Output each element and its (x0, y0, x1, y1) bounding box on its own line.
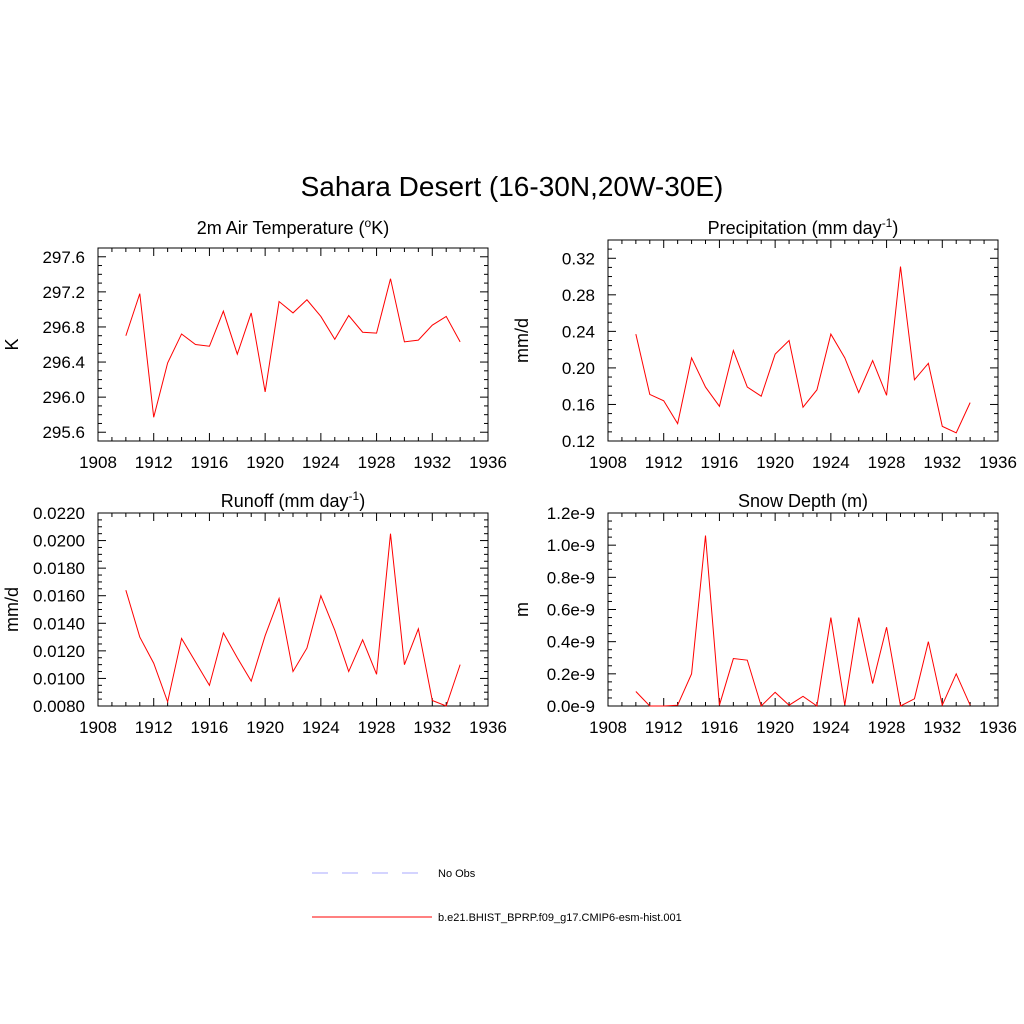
panel-title-text: Precipitation (mm day (708, 218, 882, 238)
y-tick-label: 0.20 (562, 359, 595, 378)
y-tick-label: 0.0200 (33, 532, 85, 551)
legend: No Obs b.e21.BHIST_BPRP.f09_g17.CMIP6-es… (312, 868, 682, 924)
y-tick-label: 0.0100 (33, 669, 85, 688)
y-tick-label: 0.24 (562, 322, 595, 341)
y-tick-label: 296.8 (42, 318, 85, 337)
series-line (125, 278, 461, 418)
panel-title: 2m Air Temperature (oK) (197, 216, 389, 238)
x-tick-label: 1920 (246, 453, 284, 472)
series-line (635, 535, 971, 707)
y-axis-label: m (512, 602, 532, 617)
panel-title-text: Snow Depth (m) (738, 491, 868, 511)
x-tick-label: 1936 (469, 453, 507, 472)
x-tick-label: 1916 (701, 453, 739, 472)
y-tick-label: 0.0160 (33, 587, 85, 606)
x-tick-label: 1936 (469, 718, 507, 737)
x-tick-label: 1924 (812, 453, 850, 472)
panel-title-sup: -1 (882, 216, 893, 230)
x-tick-label: 1912 (645, 718, 683, 737)
x-tick-label: 1932 (923, 718, 961, 737)
x-tick-label: 1920 (756, 453, 794, 472)
y-tick-label: 0.0140 (33, 614, 85, 633)
x-tick-label: 1924 (302, 718, 340, 737)
y-tick-label: 0.32 (562, 249, 595, 268)
plot-frame (607, 512, 999, 707)
y-tick-label: 0.4e-9 (547, 633, 595, 652)
x-tick-label: 1932 (413, 453, 451, 472)
y-tick-label: 0.6e-9 (547, 601, 595, 620)
panel-1: 1908 1912 1916 1920 1924 1928 1932 1936 295.6 296… (2, 216, 507, 472)
panel-title-end: K) (371, 218, 389, 238)
panel-title-text: Runoff (mm day (221, 491, 349, 511)
x-tick-label: 1908 (589, 718, 627, 737)
y-tick-label: 0.0220 (33, 504, 85, 523)
panel-title-end: ) (892, 218, 898, 238)
x-tick-label: 1920 (246, 718, 284, 737)
x-tick-label: 1908 (79, 453, 117, 472)
y-tick-label: 297.2 (42, 283, 85, 302)
panel-title: Snow Depth (m) (738, 491, 868, 511)
y-tick-label: 0.0e-9 (547, 697, 595, 716)
y-tick-label: 0.12 (562, 432, 595, 451)
y-axis-label: mm/d (512, 318, 532, 363)
x-tick-label: 1928 (358, 453, 396, 472)
y-tick-label: 0.16 (562, 395, 595, 414)
x-tick-label: 1912 (135, 453, 173, 472)
x-tick-label: 1928 (358, 718, 396, 737)
y-tick-label: 295.6 (42, 423, 85, 442)
x-tick-label: 1936 (979, 453, 1017, 472)
legend-label-model: b.e21.BHIST_BPRP.f09_g17.CMIP6-esm-hist.… (438, 912, 682, 924)
y-tick-label: 0.2e-9 (547, 665, 595, 684)
y-tick-label: 0.0080 (33, 697, 85, 716)
x-tick-label: 1928 (868, 453, 906, 472)
x-tick-label: 1908 (79, 718, 117, 737)
panel-title-sup: -1 (349, 489, 360, 503)
plot-frame (97, 512, 489, 707)
y-axis-label: mm/d (2, 587, 22, 632)
y-tick-label: 0.28 (562, 286, 595, 305)
x-tick-label: 1916 (191, 453, 229, 472)
x-tick-label: 1916 (191, 718, 229, 737)
x-tick-label: 1932 (413, 718, 451, 737)
x-tick-label: 1920 (756, 718, 794, 737)
plot-frame (97, 247, 489, 442)
x-tick-label: 1916 (701, 718, 739, 737)
x-tick-label: 1928 (868, 718, 906, 737)
x-tick-label: 1936 (979, 718, 1017, 737)
panel-title-text: 2m Air Temperature ( (197, 218, 365, 238)
x-tick-label: 1908 (589, 453, 627, 472)
legend-label-no-obs: No Obs (438, 868, 476, 880)
panel-2: 1908 1912 1916 1920 1924 1928 1932 1936 0.12 0.16… (512, 216, 1017, 472)
y-tick-label: 296.0 (42, 388, 85, 407)
y-tick-label: 0.8e-9 (547, 568, 595, 587)
y-tick-label: 0.0180 (33, 559, 85, 578)
y-tick-label: 297.6 (42, 248, 85, 267)
series-line (635, 266, 971, 434)
x-tick-label: 1912 (645, 453, 683, 472)
plot-frame (607, 239, 999, 442)
x-tick-label: 1924 (812, 718, 850, 737)
y-tick-label: 1.0e-9 (547, 536, 595, 555)
panel-title: Precipitation (mm day-1) (708, 216, 899, 238)
x-tick-label: 1912 (135, 718, 173, 737)
y-tick-label: 296.4 (42, 353, 85, 372)
panel-3: 1908 1912 1916 1920 1924 1928 1932 1936 0.0080 0.… (2, 489, 507, 737)
panel-title: Runoff (mm day-1) (221, 489, 365, 511)
x-tick-label: 1932 (923, 453, 961, 472)
panel-title-end: ) (359, 491, 365, 511)
x-tick-label: 1924 (302, 453, 340, 472)
y-axis-label: K (2, 338, 22, 350)
y-tick-label: 1.2e-9 (547, 504, 595, 523)
series-line (125, 533, 461, 707)
panel-4: 1908 1912 1916 1920 1924 1928 1932 1936 0.0e-9 0.… (512, 491, 1017, 737)
y-tick-label: 0.0120 (33, 642, 85, 661)
main-title: Sahara Desert (16-30N,20W-30E) (301, 171, 724, 202)
panel-title-sup: o (365, 216, 372, 230)
